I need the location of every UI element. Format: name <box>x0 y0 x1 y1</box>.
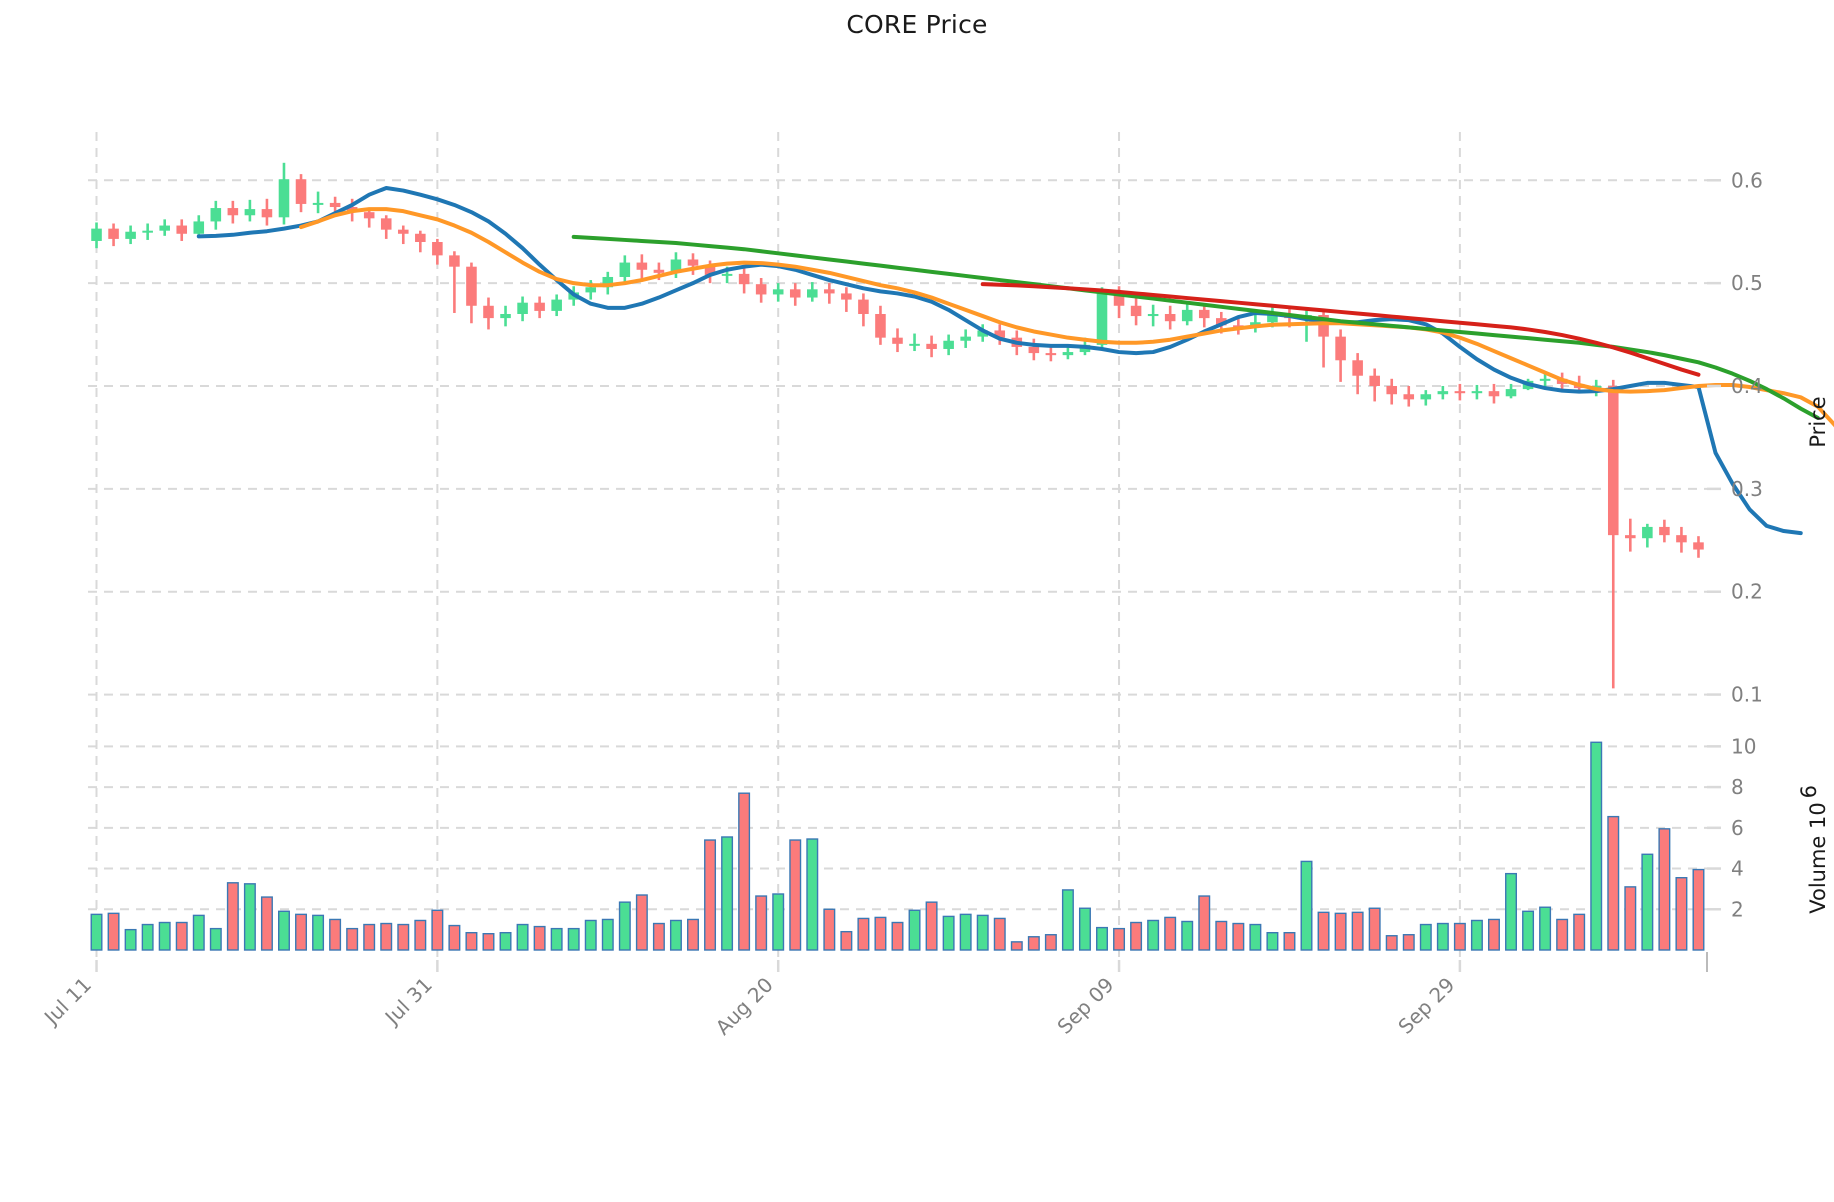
moving-average-lines <box>196 186 1834 536</box>
grid-lines <box>88 132 1707 960</box>
page-title: CORE Price <box>846 10 988 39</box>
candlestick-series <box>91 162 1704 689</box>
volume-bar-series <box>90 741 1705 951</box>
axis-ticks <box>95 179 1721 972</box>
